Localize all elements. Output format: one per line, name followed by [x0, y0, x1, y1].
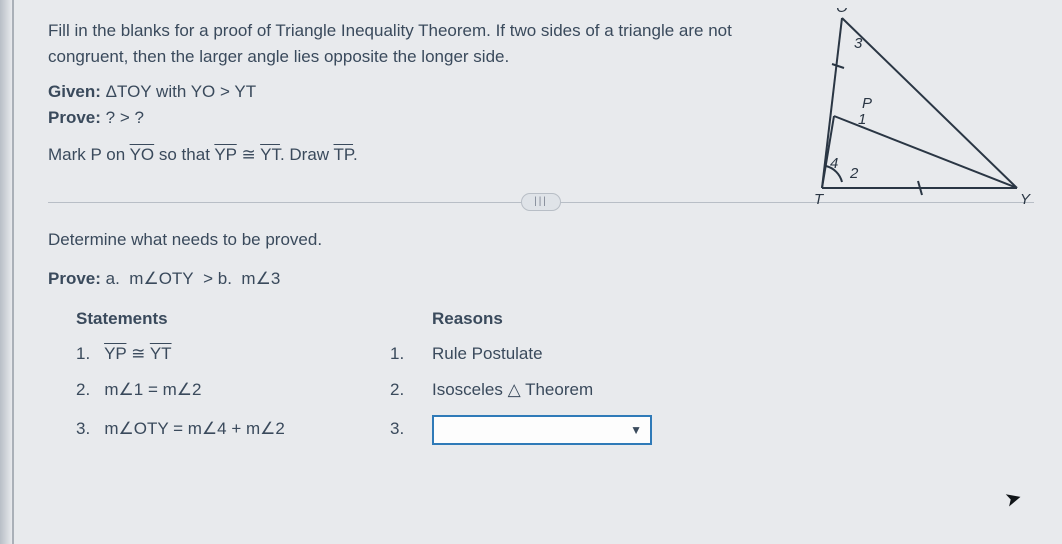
triangle-diagram: O T Y P 3 1 4 2 [802, 8, 1032, 208]
construct-mid1: so that [154, 145, 214, 164]
row2-stmt: m∠1 = m∠2 [104, 380, 201, 399]
reason-3-select[interactable]: ▼ [432, 415, 652, 445]
construct-seg-yt: YT [260, 145, 280, 164]
vertex-T: T [814, 191, 825, 208]
row3-stmt: m∠OTY = m∠4 + m∠2 [104, 419, 285, 438]
given-prefix: ΔTOY with [106, 82, 191, 101]
vertex-Y: Y [1020, 191, 1031, 208]
intro-text: Fill in the blanks for a proof of Triang… [48, 18, 768, 69]
given-op: > [220, 82, 230, 101]
given-left: YO [191, 82, 216, 101]
construct-suffix: . [353, 145, 358, 164]
divider-handle-icon[interactable]: ||| [521, 193, 561, 211]
construct-prefix: Mark P on [48, 145, 130, 164]
row2-num: 2. [76, 380, 90, 399]
tick-OP [832, 64, 844, 68]
angle-2: 2 [849, 165, 859, 182]
edge-TP [822, 116, 834, 188]
row1-seg1: YP [104, 344, 126, 363]
angle-4: 4 [830, 155, 838, 172]
row1-cong: ≅ [126, 344, 149, 363]
row1-num: 1. [76, 344, 90, 363]
prove-left: m∠OTY [129, 269, 193, 288]
vertex-P: P [862, 95, 872, 112]
determine-text: Determine what needs to be proved. [48, 227, 1034, 253]
prove-choice-label: Prove: [48, 269, 101, 288]
construct-cong: ≅ [237, 145, 260, 164]
prove-opt-a: a. [106, 269, 120, 288]
reasons-header: Reasons [432, 306, 1034, 332]
angle-1: 1 [858, 111, 866, 128]
prove-right: m∠3 [241, 269, 280, 288]
angle-3: 3 [854, 35, 863, 52]
cursor-icon: ➤ [1002, 482, 1026, 515]
statement-2: 2. m∠1 = m∠2 [76, 377, 376, 403]
statement-1: 1. YP ≅ YT [76, 341, 376, 367]
row1-seg2: YT [150, 344, 172, 363]
prove-choice-line: Prove: a. m∠OTY > b. m∠3 [48, 266, 1034, 292]
statement-3: 3. m∠OTY = m∠4 + m∠2 [76, 416, 376, 442]
reason-1-num: 1. [386, 341, 422, 367]
given-label: Given: [48, 82, 101, 101]
reason-1: Rule Postulate [432, 341, 1034, 367]
prove-placeholder-text: ? > ? [106, 108, 144, 127]
prove-opt-b: b. [218, 269, 232, 288]
reason-3-cell: ▼ [432, 412, 1034, 445]
statements-header: Statements [76, 306, 376, 332]
given-right: YT [234, 82, 256, 101]
construct-seg-tp: TP [334, 145, 354, 164]
reason-2: Isosceles △ Theorem [432, 377, 1034, 403]
chevron-down-icon: ▼ [630, 421, 642, 439]
construct-mid2: . Draw [280, 145, 334, 164]
prove-op: > [203, 269, 213, 288]
proof-table: Statements Reasons 1. YP ≅ YT 1. Rule Po… [76, 306, 1034, 446]
row3-num: 3. [76, 419, 90, 438]
construct-seg-yp: YP [214, 145, 236, 164]
reason-2-num: 2. [386, 377, 422, 403]
prove-label: Prove: [48, 108, 101, 127]
construct-seg-yo: YO [130, 145, 155, 164]
vertex-O: O [836, 8, 848, 16]
reason-3-num: 3. [386, 416, 422, 442]
worksheet-page: Fill in the blanks for a proof of Triang… [0, 0, 1062, 544]
